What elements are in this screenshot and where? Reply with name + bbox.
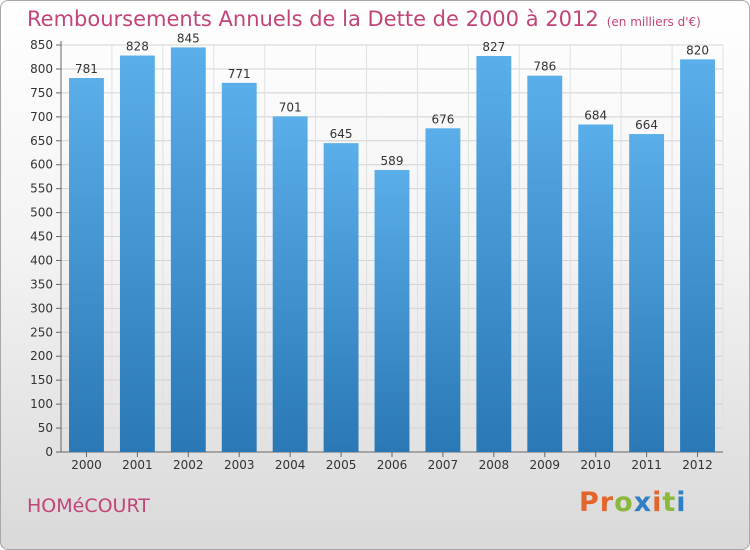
x-tick-label-2011: 2011 bbox=[631, 458, 662, 472]
logo-letter: x bbox=[633, 487, 653, 518]
x-tick-label-2000: 2000 bbox=[71, 458, 102, 472]
bar-2007 bbox=[425, 128, 461, 452]
bar-2009 bbox=[527, 75, 563, 452]
y-tick-label: 100 bbox=[30, 397, 53, 411]
y-tick-label: 750 bbox=[30, 86, 53, 100]
y-tick-label: 300 bbox=[30, 301, 53, 315]
y-tick-label: 0 bbox=[45, 445, 53, 459]
y-tick-label: 600 bbox=[30, 158, 53, 172]
x-tick-label-2007: 2007 bbox=[428, 458, 459, 472]
x-tick-label-2012: 2012 bbox=[682, 458, 713, 472]
y-tick-label: 150 bbox=[30, 373, 53, 387]
logo-letter: P bbox=[579, 487, 600, 518]
y-tick-label: 450 bbox=[30, 230, 53, 244]
x-tick-label-2009: 2009 bbox=[529, 458, 560, 472]
y-tick-label: 550 bbox=[30, 182, 53, 196]
chart-title-text: Remboursements Annuels de la Dette de 20… bbox=[27, 7, 599, 31]
data-label-2003: 771 bbox=[228, 67, 251, 81]
data-label-2012: 820 bbox=[686, 43, 709, 57]
x-tick-label-2003: 2003 bbox=[224, 458, 255, 472]
data-label-2010: 684 bbox=[584, 108, 607, 122]
logo-letter: t bbox=[662, 487, 677, 518]
y-tick-label: 50 bbox=[38, 421, 53, 435]
chart-title: Remboursements Annuels de la Dette de 20… bbox=[27, 7, 701, 31]
city-name: HOMéCOURT bbox=[27, 495, 150, 517]
y-tick-label: 650 bbox=[30, 134, 53, 148]
bar-2003 bbox=[221, 82, 257, 452]
y-tick-label: 850 bbox=[30, 38, 53, 52]
bar-2004 bbox=[272, 116, 308, 453]
bar-2002 bbox=[170, 47, 206, 453]
y-tick-label: 700 bbox=[30, 110, 53, 124]
data-label-2000: 781 bbox=[75, 62, 98, 76]
x-tick-label-2008: 2008 bbox=[479, 458, 510, 472]
y-tick-label: 200 bbox=[30, 349, 53, 363]
data-label-2011: 664 bbox=[635, 118, 658, 132]
data-label-2004: 701 bbox=[279, 100, 302, 114]
x-tick-label-2002: 2002 bbox=[173, 458, 204, 472]
bar-2010 bbox=[578, 124, 614, 452]
chart-unit-label: (en milliers d'€) bbox=[606, 15, 701, 29]
x-tick-label-2010: 2010 bbox=[580, 458, 611, 472]
labels: 0 50 100 150 200 250 300 350 400 450 500 550 600 650 7… bbox=[30, 31, 713, 472]
data-label-2002: 845 bbox=[177, 31, 200, 45]
data-label-2008: 827 bbox=[482, 40, 505, 54]
logo-letter: o bbox=[614, 487, 634, 518]
data-label-2006: 589 bbox=[381, 154, 404, 168]
y-tick-label: 250 bbox=[30, 325, 53, 339]
y-tick-label: 400 bbox=[30, 253, 53, 267]
x-tick-label-2001: 2001 bbox=[122, 458, 153, 472]
y-tick-label: 350 bbox=[30, 277, 53, 291]
bar-2001 bbox=[119, 55, 155, 452]
bar-2008 bbox=[476, 56, 512, 452]
bar-2005 bbox=[323, 143, 359, 453]
y-tick-label: 500 bbox=[30, 206, 53, 220]
bar-2012 bbox=[680, 59, 715, 452]
data-label-2005: 645 bbox=[330, 127, 353, 141]
x-tick-label-2005: 2005 bbox=[326, 458, 357, 472]
logo-letter: i bbox=[676, 487, 687, 518]
proxiti-logo[interactable]: Proxiti bbox=[579, 487, 687, 518]
bar-2006 bbox=[374, 169, 410, 452]
logo-letter: r bbox=[599, 487, 615, 518]
bars bbox=[69, 47, 715, 453]
data-label-2001: 828 bbox=[126, 40, 149, 54]
bar-2000 bbox=[69, 78, 104, 453]
data-label-2007: 676 bbox=[431, 112, 454, 126]
x-tick-label-2006: 2006 bbox=[377, 458, 408, 472]
data-label-2009: 786 bbox=[533, 60, 556, 74]
y-tick-label: 800 bbox=[30, 62, 53, 76]
bar-2011 bbox=[629, 134, 665, 453]
x-tick-label-2004: 2004 bbox=[275, 458, 306, 472]
logo-letter: i bbox=[652, 487, 663, 518]
